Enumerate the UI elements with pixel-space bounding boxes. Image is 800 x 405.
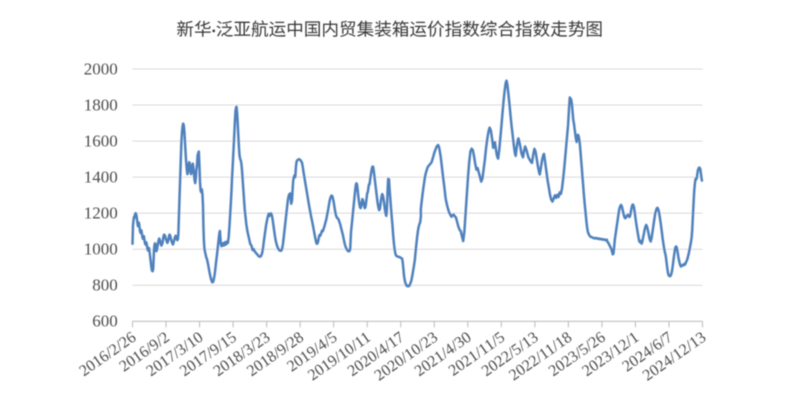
svg-text:800: 800: [92, 276, 118, 295]
svg-text:1200: 1200: [84, 203, 118, 222]
svg-text:1800: 1800: [84, 95, 118, 114]
svg-text:2000: 2000: [84, 59, 118, 78]
svg-text:600: 600: [92, 312, 118, 331]
svg-text:1000: 1000: [84, 239, 118, 258]
svg-text:1600: 1600: [84, 131, 118, 150]
svg-text:1400: 1400: [84, 167, 118, 186]
